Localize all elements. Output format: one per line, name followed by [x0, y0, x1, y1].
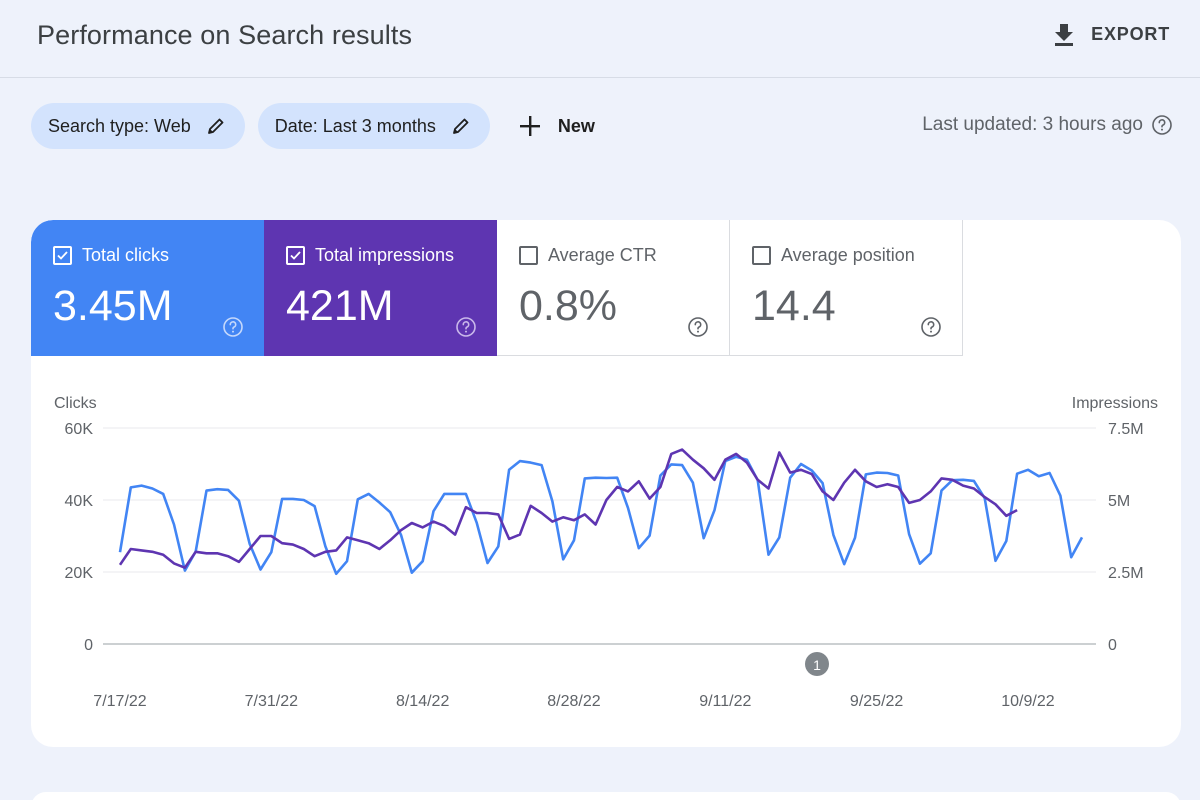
date-chip[interactable]: Date: Last 3 months	[257, 103, 490, 149]
y-tick-label-left: 40K	[65, 493, 94, 510]
export-button[interactable]: EXPORT	[1053, 22, 1170, 46]
metric-value: 14.4	[752, 282, 836, 330]
metric-label: Total impressions	[315, 245, 455, 265]
y-tick-label-left: 0	[84, 637, 93, 654]
edit-icon	[452, 118, 469, 134]
y-tick-label-right: 2.5M	[1108, 565, 1144, 582]
top-bar: Performance on Search results EXPORT	[0, 0, 1200, 78]
x-tick-label: 8/28/22	[547, 693, 600, 710]
series-line-clicks	[118, 455, 1084, 576]
metric-tiles: Total clicks 3.45M Total impressions 421…	[31, 220, 963, 356]
metric-label-row: Total impressions	[286, 245, 454, 266]
x-tick-label: 9/11/22	[699, 693, 751, 710]
metric-tile-average-position[interactable]: Average position 14.4	[730, 220, 963, 356]
next-card	[31, 792, 1181, 800]
x-tick-label: 7/31/22	[245, 693, 298, 710]
edit-icon	[207, 118, 224, 134]
metric-tile-total-impressions[interactable]: Total impressions 421M	[264, 220, 497, 356]
x-tick-label: 9/25/22	[850, 693, 903, 710]
series-line-impressions	[118, 448, 1018, 569]
metric-tile-total-clicks[interactable]: Total clicks 3.45M	[31, 220, 264, 356]
download-icon	[1055, 24, 1074, 46]
x-tick-label: 7/17/22	[93, 693, 146, 710]
performance-card: Total clicks 3.45M Total impressions 421…	[31, 220, 1181, 747]
metric-label: Total clicks	[82, 245, 170, 265]
metric-value: 421M	[286, 282, 394, 330]
checkbox-unchecked-icon[interactable]	[519, 246, 538, 265]
help-icon[interactable]	[455, 316, 477, 338]
annotation-label: 1	[813, 657, 821, 673]
metric-value: 0.8%	[519, 282, 618, 330]
checkbox-unchecked-icon[interactable]	[752, 246, 771, 265]
help-icon[interactable]	[687, 316, 709, 338]
last-updated-text: Last updated: 3 hours ago	[922, 114, 1143, 135]
metric-label: Average position	[781, 245, 915, 265]
y-tick-label-right: 0	[1108, 637, 1117, 654]
performance-chart[interactable]: Clicks Impressions 60K 7.5M 40K 5M 20K 2.5M 0 0 7/…	[31, 356, 1181, 747]
annotation-marker	[805, 652, 829, 676]
filter-bar: Search type: Web Date: Last 3 months New	[31, 103, 595, 149]
help-icon[interactable]	[920, 316, 942, 338]
new-filter-label: New	[557, 115, 595, 136]
metric-label-row: Average position	[752, 245, 915, 266]
y-tick-label-left: 60K	[65, 421, 94, 438]
date-label: Date: Last 3 months	[274, 115, 436, 136]
checkbox-checked-icon[interactable]	[53, 246, 72, 265]
x-tick-label: 10/9/22	[1001, 693, 1054, 710]
checkbox-checked-icon[interactable]	[286, 246, 305, 265]
export-label: EXPORT	[1091, 23, 1170, 44]
search-type-chip[interactable]: Search type: Web	[31, 103, 245, 149]
metric-tile-average-ctr[interactable]: Average CTR 0.8%	[497, 220, 730, 356]
y-tick-label-right: 5M	[1108, 493, 1130, 510]
metric-label-row: Total clicks	[53, 245, 169, 266]
y-tick-label-right: 7.5M	[1108, 421, 1144, 438]
help-icon[interactable]	[222, 316, 244, 338]
y-axis-title-left: Clicks	[54, 395, 97, 412]
x-tick-label: 8/14/22	[396, 693, 449, 710]
metric-label: Average CTR	[548, 245, 657, 265]
help-icon[interactable]	[1151, 114, 1173, 136]
metric-value: 3.45M	[53, 282, 173, 330]
search-type-label: Search type: Web	[48, 115, 191, 136]
y-tick-label-left: 20K	[65, 565, 94, 582]
metric-label-row: Average CTR	[519, 245, 657, 266]
last-updated: Last updated: 3 hours ago	[922, 114, 1173, 136]
page-title: Performance on Search results	[37, 20, 413, 50]
new-filter-button[interactable]: New	[519, 115, 595, 137]
plus-icon	[519, 116, 540, 136]
y-axis-title-right: Impressions	[1072, 395, 1158, 412]
